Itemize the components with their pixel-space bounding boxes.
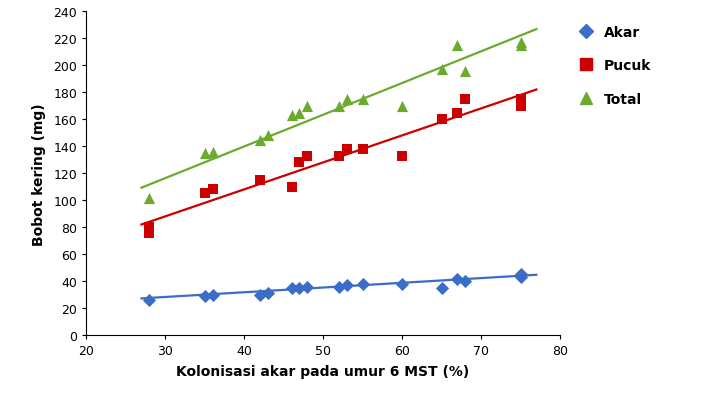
Point bbox=[262, 133, 274, 139]
Point bbox=[144, 297, 155, 303]
Point bbox=[294, 160, 305, 166]
Point bbox=[207, 292, 218, 298]
Point bbox=[452, 43, 463, 49]
Point bbox=[286, 285, 297, 292]
Point bbox=[436, 285, 447, 292]
Point bbox=[460, 97, 471, 103]
Point bbox=[515, 103, 526, 110]
Point bbox=[199, 293, 210, 300]
Point bbox=[254, 292, 266, 298]
Point bbox=[254, 137, 266, 144]
Point bbox=[207, 187, 218, 193]
Legend: Akar, Pucuk, Total: Akar, Pucuk, Total bbox=[572, 26, 651, 106]
Point bbox=[333, 103, 345, 110]
Point bbox=[144, 230, 155, 236]
Point bbox=[396, 103, 408, 110]
Point bbox=[515, 40, 526, 47]
Point bbox=[515, 97, 526, 103]
Point bbox=[341, 282, 353, 289]
Point bbox=[144, 195, 155, 201]
Point bbox=[396, 281, 408, 288]
Point bbox=[460, 278, 471, 285]
Y-axis label: Bobot kering (mg): Bobot kering (mg) bbox=[32, 103, 47, 245]
Point bbox=[333, 153, 345, 160]
Point bbox=[144, 225, 155, 231]
Point bbox=[294, 110, 305, 117]
Point bbox=[333, 284, 345, 290]
Point bbox=[460, 68, 471, 75]
Point bbox=[286, 112, 297, 119]
Point bbox=[262, 290, 274, 297]
Point bbox=[302, 103, 313, 110]
Point bbox=[341, 146, 353, 153]
Point bbox=[254, 177, 266, 184]
Point bbox=[436, 117, 447, 123]
Point bbox=[286, 184, 297, 191]
Point bbox=[452, 276, 463, 282]
Point bbox=[199, 191, 210, 197]
Point bbox=[302, 153, 313, 160]
Point bbox=[515, 272, 526, 278]
Point bbox=[357, 281, 368, 288]
Point bbox=[452, 110, 463, 117]
Point bbox=[199, 151, 210, 157]
Point bbox=[341, 97, 353, 103]
Point bbox=[357, 97, 368, 103]
Point bbox=[515, 274, 526, 281]
X-axis label: Kolonisasi akar pada umur 6 MST (%): Kolonisasi akar pada umur 6 MST (%) bbox=[177, 364, 470, 378]
Point bbox=[302, 284, 313, 290]
Point bbox=[357, 146, 368, 153]
Point bbox=[515, 43, 526, 49]
Point bbox=[207, 149, 218, 155]
Point bbox=[396, 153, 408, 160]
Point bbox=[436, 67, 447, 74]
Point bbox=[294, 285, 305, 292]
